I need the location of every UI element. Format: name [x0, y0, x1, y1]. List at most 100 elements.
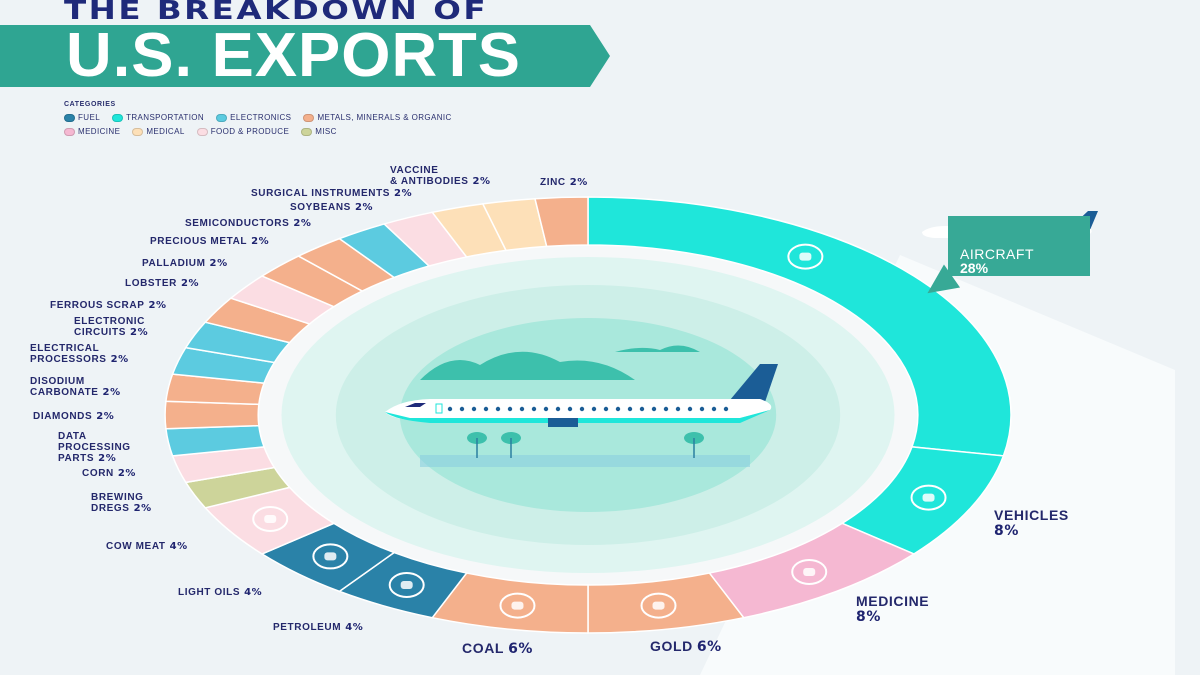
slice-label-text: SOYBEANS — [290, 202, 351, 213]
slice-label-text: PALLADIUM — [142, 258, 206, 269]
slice-label: FERROUS SCRAP 2% — [50, 300, 167, 311]
slice-percent: 2% — [181, 278, 199, 289]
slice-label: PRECIOUS METAL 2% — [150, 236, 269, 247]
legend-swatch — [64, 127, 75, 136]
slice-label: PALLADIUM 2% — [142, 258, 228, 269]
airplane-scene — [385, 345, 778, 467]
slice-label-text: BREWING — [91, 492, 144, 503]
legend-swatch — [112, 113, 124, 122]
title-banner — [0, 25, 590, 87]
legend-label: FOOD & PRODUCE — [210, 127, 290, 136]
slice-label: DISODIUM CARBONATE 2% — [30, 376, 121, 398]
cow-icon — [252, 505, 289, 532]
slice-label: SEMICONDUCTORS 2% — [185, 218, 312, 229]
slice-percent: 2% — [394, 188, 412, 199]
jerry-can-icon — [312, 543, 349, 570]
slice-label-text: & ANTIBODIES — [390, 176, 469, 187]
legend: CATEGORIES FUEL TRANSPORTATION ELECTRONICS… — [64, 101, 452, 141]
airplane-icon-glyph — [799, 252, 812, 261]
slice-label-text: PROCESSING — [58, 442, 131, 453]
slice-label-text: GOLD — [650, 638, 693, 654]
slice-label-text: ELECTRONIC — [74, 316, 145, 327]
slice-label: ELECTRICAL PROCESSORS 2% — [30, 343, 129, 365]
plane-window — [471, 406, 477, 412]
slice-label-text: CIRCUITS — [74, 327, 126, 338]
slice-label-text: PROCESSORS — [30, 354, 107, 365]
plane-window — [699, 406, 705, 412]
pill-icon-glyph — [803, 567, 816, 576]
header-kicker: THE BREAKDOWN OF — [64, 0, 489, 26]
jerry-can-icon-glyph — [324, 552, 337, 561]
legend-label: MISC — [315, 127, 337, 136]
plane-window — [495, 406, 501, 412]
slice-label: COAL 6% — [462, 640, 533, 657]
oil-drop-icon-glyph — [400, 581, 413, 590]
slice-percent: 4% — [244, 587, 262, 598]
slice-percent: 6% — [508, 641, 533, 657]
slice-percent: 4% — [345, 622, 363, 633]
slice-label-text: VACCINE — [390, 165, 438, 176]
slice-label: SURGICAL INSTRUMENTS 2% — [251, 188, 412, 199]
slice-label-text: CARBONATE — [30, 387, 99, 398]
legend-swatch — [64, 113, 75, 122]
plane-window — [531, 406, 537, 412]
slice-percent: 6% — [697, 639, 722, 655]
oil-drop-icon — [388, 572, 425, 599]
slice-percent: 2% — [96, 411, 114, 422]
legend-title: CATEGORIES — [64, 101, 116, 108]
legend-item: TRANSPORTATION — [112, 113, 204, 122]
wheel-icon-glyph — [922, 493, 935, 502]
slice-label-text: DATA — [58, 431, 87, 442]
plane-window — [543, 406, 549, 412]
slice-label-text: ELECTRICAL — [30, 343, 99, 354]
legend-label: FUEL — [78, 113, 101, 122]
plane-window — [459, 406, 465, 412]
slice-label-text: PETROLEUM — [273, 622, 341, 633]
slice-label: BREWING DREGS 2% — [91, 492, 152, 514]
slice-percent: 2% — [210, 258, 228, 269]
slice-percent: 2% — [118, 468, 136, 479]
slice-percent: 2% — [355, 202, 373, 213]
legend-label: MEDICAL — [146, 127, 185, 136]
plane-window — [615, 406, 621, 412]
legend-item: ELECTRONICS — [216, 113, 291, 122]
slice-percent: 2% — [103, 387, 121, 398]
slice-percent: 2% — [130, 327, 148, 338]
plane-window — [687, 406, 693, 412]
slice-percent: 2% — [148, 300, 166, 311]
slice-label: ZINC 2% — [540, 177, 588, 188]
slice-percent: 2% — [473, 176, 491, 187]
airplane-icon — [787, 243, 824, 270]
plane-window — [567, 406, 573, 412]
wheel-icon — [910, 484, 947, 511]
slice-label-text: LIGHT OILS — [178, 587, 240, 598]
donut-segment-aircraft — [587, 196, 1012, 457]
legend-label: TRANSPORTATION — [126, 113, 205, 122]
slice-label: LIGHT OILS 4% — [178, 587, 262, 598]
plane-window — [627, 406, 633, 412]
legend-swatch — [301, 127, 313, 136]
slice-label: SOYBEANS 2% — [290, 202, 373, 213]
legend-label: METALS, MINERALS & ORGANIC — [317, 113, 452, 122]
slice-label: MEDICINE 8% — [856, 593, 929, 625]
airplane-illustration — [385, 364, 778, 427]
title-banner-arrow — [590, 25, 610, 87]
slice-label-text: PARTS — [58, 453, 94, 464]
slice-label-text: SURGICAL INSTRUMENTS — [251, 188, 390, 199]
slice-percent: 4% — [170, 541, 188, 552]
slice-label-text: MEDICINE — [856, 593, 929, 609]
slice-percent: 2% — [293, 218, 311, 229]
plane-window — [579, 406, 585, 412]
cow-icon-glyph — [264, 514, 277, 523]
slice-label: ELECTRONIC CIRCUITS 2% — [74, 316, 148, 338]
slice-label-text: DREGS — [91, 503, 130, 514]
slice-label: VACCINE & ANTIBODIES 2% — [390, 165, 491, 187]
legend-label: ELECTRONICS — [230, 113, 292, 122]
slice-label-text: DIAMONDS — [33, 411, 92, 422]
plane-window — [711, 406, 717, 412]
slice-label: DATA PROCESSING PARTS 2% — [58, 431, 131, 464]
slice-percent: 2% — [134, 503, 152, 514]
legend-item: MISC — [301, 127, 337, 136]
plane-window — [507, 406, 513, 412]
